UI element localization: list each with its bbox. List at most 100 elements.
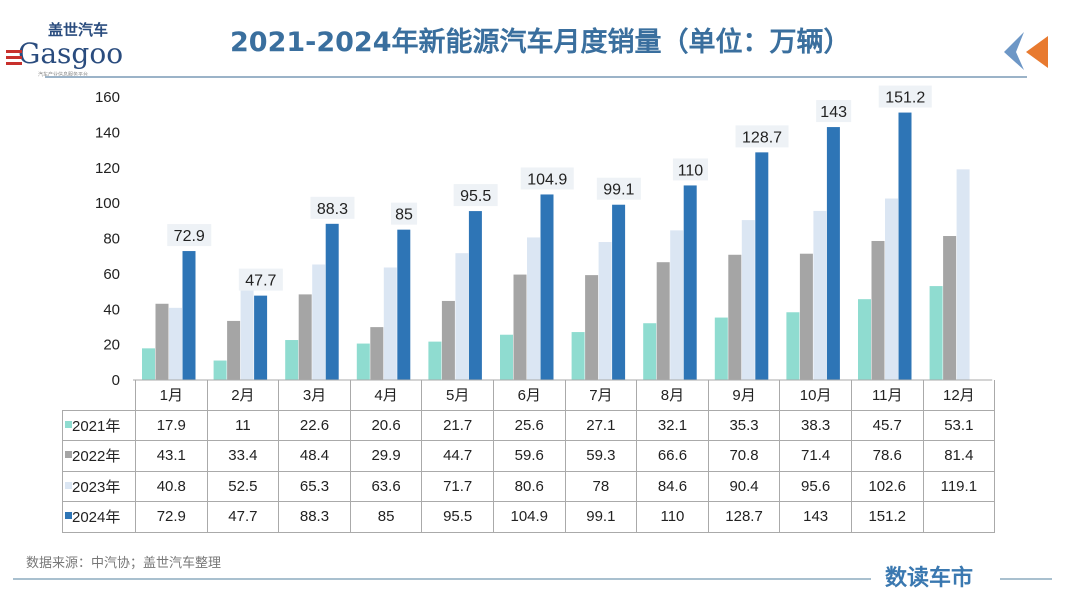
legend-item: 2021年: [62, 409, 136, 441]
bar-2022年-5月: [441, 300, 455, 380]
bar-2021年-6月: [500, 334, 513, 380]
table-row: 2023年 40.8 52.5 65.3 63.6 71.7 80.6 78 84.6 90.4 9…: [62, 470, 996, 502]
x-tick-label: 2月: [206, 380, 280, 411]
table-cell: 40.8: [135, 470, 208, 502]
bar-2021年-12月: [929, 286, 943, 380]
bar-2022年-11月: [871, 240, 885, 380]
table-cell: [922, 501, 996, 533]
x-tick-label: 9月: [707, 380, 781, 411]
data-label-bg: [520, 167, 574, 190]
gasgoo-logo: 盖世汽车 Gasgoo 汽车产业信息服务平台: [6, 22, 136, 80]
bar-2023年-12月: [956, 169, 970, 380]
table-cell: 25.6: [492, 409, 566, 441]
bar-2024年-8月: [683, 185, 697, 380]
data-label: 88.3: [317, 201, 348, 218]
table-cell: 65.3: [278, 470, 351, 502]
data-label-bg: [238, 268, 283, 291]
footer-divider-right: [1000, 578, 1052, 580]
table-cell: 52.5: [206, 470, 280, 502]
bar-2023年-8月: [670, 230, 684, 380]
bar-2023年-11月: [885, 198, 898, 380]
bar-2021年-7月: [571, 332, 585, 380]
bar-2023年-7月: [598, 242, 612, 380]
y-tick-label: 140: [95, 124, 120, 141]
data-label: 85: [395, 207, 413, 224]
legend-label: 2021年: [72, 417, 121, 435]
table-cell: 80.6: [492, 470, 566, 502]
legend-swatch: [65, 481, 72, 489]
data-label-bg: [453, 184, 498, 207]
bar-2024年-5月: [468, 211, 482, 380]
x-tick-label: 7月: [564, 380, 638, 411]
table-cell: 66.6: [636, 440, 709, 472]
page-title: 2021-2024年新能源汽车月度销量（单位：万辆）: [230, 27, 851, 58]
logo-stripe: [6, 56, 22, 59]
x-tick-label: 1月: [135, 380, 208, 411]
x-tick-label: 4月: [349, 380, 423, 411]
bar-2021年-3月: [285, 340, 299, 380]
y-tick-label: 20: [103, 337, 120, 354]
table-cell: 95.6: [779, 470, 852, 502]
table-cell: 47.7: [206, 501, 280, 533]
data-label: 104.9: [527, 171, 567, 188]
table-cell: 102.6: [850, 470, 924, 502]
bar-2023年-9月: [741, 220, 755, 380]
table-cell: 99.1: [564, 501, 638, 533]
data-label: 143: [820, 104, 847, 121]
data-label-bg: [391, 202, 418, 225]
table-cell: 44.7: [421, 440, 494, 472]
data-label-bg: [310, 196, 355, 219]
data-label: 110: [678, 162, 704, 179]
y-tick-label: 160: [95, 89, 120, 106]
table-cell: 29.9: [349, 440, 423, 472]
table-cell: 81.4: [922, 440, 996, 472]
data-label: 72.9: [174, 228, 205, 245]
table-cell: 53.1: [922, 409, 996, 441]
table-cell: 45.7: [850, 409, 924, 441]
x-tick-label: 12月: [922, 380, 996, 411]
table-cell: 85: [349, 501, 423, 533]
y-tick-label: 80: [103, 231, 120, 248]
bar-2022年-8月: [656, 262, 670, 380]
bar-2021年-10月: [786, 312, 800, 380]
table-cell: 95.5: [421, 501, 494, 533]
table-cell: 21.7: [421, 409, 494, 441]
x-tick-label: 11月: [850, 380, 924, 411]
bar-2024年-3月: [325, 223, 339, 380]
table-cell: 78.6: [850, 440, 924, 472]
bar-2023年-3月: [312, 264, 326, 380]
y-tick-label: 40: [103, 301, 120, 318]
table-cell: 20.6: [349, 409, 423, 441]
x-tick-label: 6月: [492, 380, 566, 411]
table-cell: 48.4: [278, 440, 351, 472]
legend-swatch: [65, 420, 72, 428]
footer-divider: [13, 578, 871, 580]
legend-item: 2022年: [62, 440, 136, 472]
bar-2024年-7月: [612, 204, 626, 380]
table-cell: 32.1: [636, 409, 709, 441]
bar-2022年-4月: [370, 327, 384, 380]
bar-2024年-4月: [397, 229, 411, 380]
bar-2023年-4月: [383, 267, 397, 380]
table-cell: 43.1: [135, 440, 208, 472]
x-tick-label: 8月: [636, 380, 709, 411]
logo-cn: 盖世汽车: [48, 21, 109, 39]
table-cell: 88.3: [278, 501, 351, 533]
logo-stripe: [6, 62, 22, 65]
table-cell: 84.6: [636, 470, 709, 502]
table-cell: 59.3: [564, 440, 638, 472]
table-cell: 17.9: [135, 409, 208, 441]
table-cell: 119.1: [922, 470, 996, 502]
arrow-decoration-icon: [1004, 32, 1048, 70]
bar-2021年-1月: [142, 348, 155, 380]
x-tick-label: 3月: [278, 380, 351, 411]
table-cell: 71.7: [421, 470, 494, 502]
legend-swatch: [65, 512, 72, 520]
data-label: 151.2: [885, 90, 925, 107]
y-tick-label: 120: [95, 160, 120, 177]
table-cell: 90.4: [707, 470, 781, 502]
table-cell: 110: [636, 501, 709, 533]
data-label: 99.1: [603, 182, 634, 199]
table-cell: 11: [206, 409, 280, 441]
data-label-bg: [878, 85, 932, 108]
